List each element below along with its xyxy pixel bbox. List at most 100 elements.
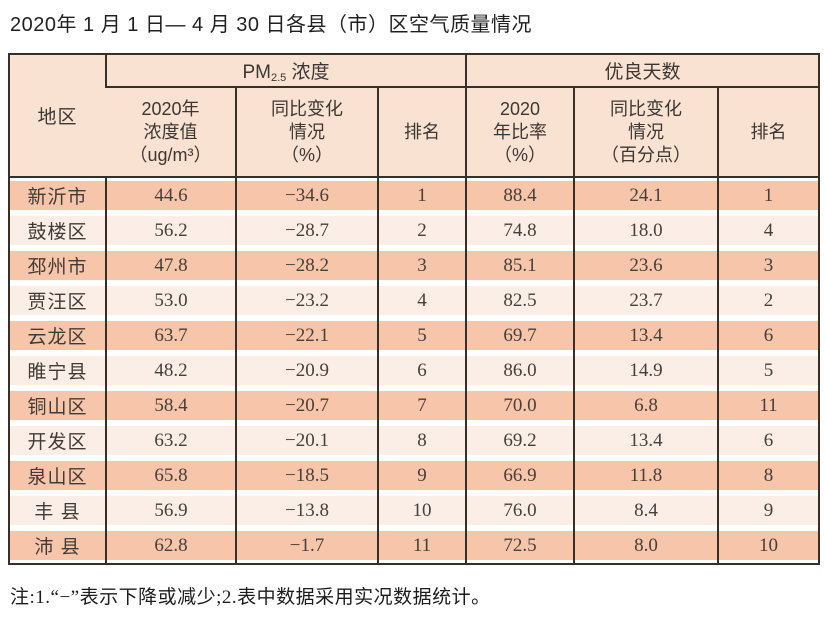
cell-pm-change: −18.5 (235, 458, 378, 493)
header-pm-change-line2: 情况 (289, 121, 325, 142)
cell-region: 铜山区 (9, 388, 106, 423)
cell-rate-change: 24.1 (573, 177, 719, 213)
cell-pm-change: −20.7 (235, 388, 378, 423)
cell-pm-value: 56.2 (105, 213, 236, 248)
header-days-change-line1: 同比变化 (610, 98, 683, 119)
header-group-row: 地区 PM2.5 浓度 优良天数 (9, 54, 820, 178)
cell-pm-rank: 11 (376, 528, 467, 564)
cell-pm-value: 63.7 (105, 318, 236, 353)
cell-pm-value: 65.8 (105, 458, 236, 493)
cell-pm-rank: 1 (376, 177, 467, 213)
table-row: 云龙区 63.7 −22.1 5 69.7 13.4 6 (9, 318, 820, 353)
header-days-change: 同比变化 情况 （百分点） (573, 87, 719, 178)
cell-rate-rank: 1 (717, 177, 820, 213)
header-days-change-line3: （百分点） (601, 144, 692, 165)
table-row: 邳州市 47.8 −28.2 3 85.1 23.6 3 (9, 248, 820, 283)
cell-pm-value: 48.2 (105, 353, 236, 388)
table-row: 铜山区 58.4 −20.7 7 70.0 6.8 11 (9, 388, 820, 423)
cell-rate: 74.8 (465, 213, 575, 248)
table-row: 新沂市 44.6 −34.6 1 88.4 24.1 1 (9, 177, 820, 213)
cell-pm-rank: 7 (376, 388, 467, 423)
cell-rate: 72.5 (465, 528, 575, 564)
page-title: 2020年 1 月 1 日— 4 月 30 日各县（市）区空气质量情况 (10, 14, 533, 36)
header-days-rate: 2020 年比率 （%） (465, 87, 575, 178)
header-pm-value-line1: 2020年 (141, 98, 200, 119)
cell-rate-rank: 6 (717, 318, 820, 353)
table-row: 开发区 63.2 −20.1 8 69.2 13.4 6 (9, 423, 820, 458)
header-pm-value: 2020年 浓度值 （ug/m³） (106, 87, 236, 178)
cell-pm-change: −28.7 (235, 213, 378, 248)
cell-pm-value: 47.8 (105, 248, 236, 283)
header-pm-change-line1: 同比变化 (271, 98, 343, 119)
cell-rate: 66.9 (465, 458, 575, 493)
header-pm-change-line3: （%） (280, 144, 333, 165)
table-row: 睢宁县 48.2 −20.9 6 86.0 14.9 5 (9, 353, 820, 388)
cell-pm-value: 63.2 (105, 423, 236, 458)
table-header: 地区 PM2.5 浓度 优良天数 2020年 浓度值 （ug/m³） 同比变化 … (9, 54, 820, 178)
pm25-label-suffix: 浓度 (286, 62, 330, 83)
cell-rate-rank: 3 (717, 248, 820, 283)
cell-region: 邳州市 (9, 248, 106, 283)
header-group-good-days: 优良天数 (465, 54, 820, 88)
cell-rate: 69.7 (465, 318, 575, 353)
table-row: 泉山区 65.8 −18.5 9 66.9 11.8 8 (9, 458, 820, 493)
cell-rate-rank: 4 (717, 213, 820, 248)
cell-pm-change: −13.8 (235, 493, 378, 528)
header-sub-row: 2020年 浓度值 （ug/m³） 同比变化 情况 （%） 排名 2020 年比… (9, 87, 820, 178)
cell-rate-change: 14.9 (573, 353, 719, 388)
cell-rate: 86.0 (465, 353, 575, 388)
cell-pm-value: 62.8 (105, 528, 236, 564)
cell-pm-change: −20.9 (235, 353, 378, 388)
header-days-rate-line1: 2020 (499, 98, 541, 119)
cell-rate-change: 8.0 (573, 528, 719, 564)
cell-region: 鼓楼区 (9, 213, 106, 248)
cell-rate-change: 13.4 (573, 318, 719, 353)
footnote: 注:1.“−”表示下降或减少;2.表中数据采用实况数据统计。 (10, 587, 491, 608)
cell-pm-rank: 4 (376, 283, 467, 318)
table-body: 新沂市 44.6 −34.6 1 88.4 24.1 1 鼓楼区 56.2 −28.7 2 74.8 1… (9, 177, 820, 564)
header-group-pm25: PM2.5 浓度 (104, 54, 467, 88)
cell-pm-change: −20.1 (235, 423, 378, 458)
table-row: 贾汪区 53.0 −23.2 4 82.5 23.7 2 (9, 283, 820, 318)
cell-region: 开发区 (9, 423, 106, 458)
cell-region: 云龙区 (9, 318, 106, 353)
cell-region: 新沂市 (9, 177, 106, 213)
cell-rate-change: 13.4 (573, 423, 719, 458)
header-pm-value-line3: （ug/m³） (129, 144, 212, 165)
table-row: 沛 县 62.8 −1.7 11 72.5 8.0 10 (9, 528, 820, 564)
cell-pm-change: −1.7 (235, 528, 378, 564)
cell-pm-value: 53.0 (105, 283, 236, 318)
cell-rate-change: 8.4 (573, 493, 719, 528)
cell-rate: 88.4 (465, 177, 575, 213)
cell-pm-rank: 10 (376, 493, 467, 528)
header-pm-rank: 排名 (376, 87, 467, 178)
header-days-rate-line3: （%） (494, 144, 547, 165)
cell-rate: 85.1 (465, 248, 575, 283)
air-quality-table: 地区 PM2.5 浓度 优良天数 2020年 浓度值 （ug/m³） 同比变化 … (8, 53, 821, 565)
cell-pm-rank: 3 (376, 248, 467, 283)
cell-pm-change: −22.1 (235, 318, 378, 353)
cell-pm-rank: 9 (376, 458, 467, 493)
cell-pm-rank: 2 (376, 213, 467, 248)
header-days-rate-line2: 年比率 (493, 121, 548, 142)
cell-rate-change: 6.8 (573, 388, 719, 423)
cell-rate-change: 23.6 (573, 248, 719, 283)
cell-region: 泉山区 (9, 458, 106, 493)
cell-rate: 69.2 (465, 423, 575, 458)
cell-rate-change: 11.8 (573, 458, 719, 493)
cell-rate-rank: 8 (717, 458, 820, 493)
cell-rate-change: 18.0 (573, 213, 719, 248)
cell-rate: 70.0 (465, 388, 575, 423)
cell-region: 睢宁县 (9, 353, 106, 388)
cell-pm-rank: 8 (376, 423, 467, 458)
cell-rate-rank: 9 (717, 493, 820, 528)
pm25-subscript: 2.5 (270, 72, 287, 84)
cell-rate: 82.5 (465, 283, 575, 318)
cell-rate-rank: 6 (717, 423, 820, 458)
cell-rate-rank: 10 (717, 528, 820, 564)
cell-region: 沛 县 (9, 528, 106, 564)
header-days-rank: 排名 (717, 87, 820, 178)
cell-pm-change: −28.2 (235, 248, 378, 283)
cell-pm-value: 56.9 (105, 493, 236, 528)
